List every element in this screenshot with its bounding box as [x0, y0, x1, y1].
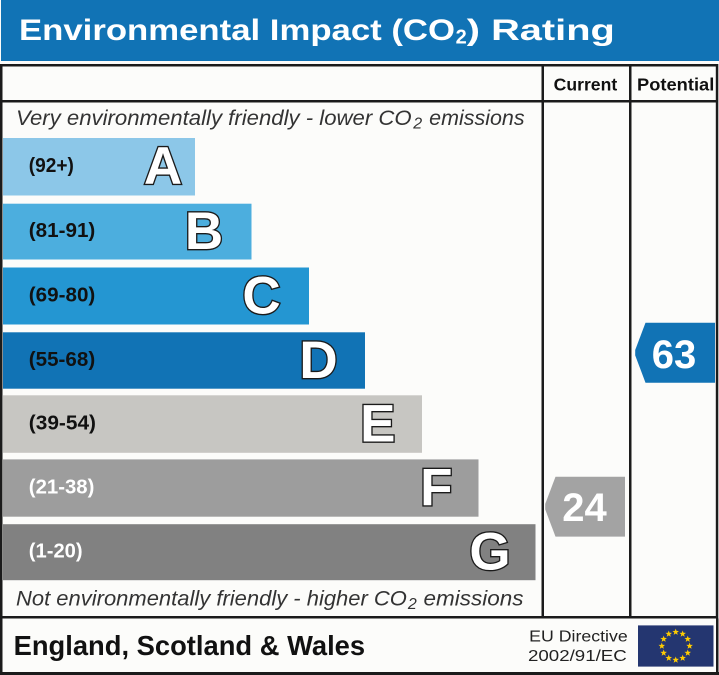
svg-text:24: 24: [562, 486, 607, 530]
svg-text:) Rating: ) Rating: [467, 14, 615, 47]
svg-text:(1-20): (1-20): [29, 541, 83, 563]
svg-text:Very environmentally friendly: Very environmentally friendly - lower CO: [16, 107, 412, 130]
svg-text:Not environmentally friendly -: Not environmentally friendly - higher CO: [16, 588, 407, 611]
svg-text:Environmental Impact (CO: Environmental Impact (CO: [19, 14, 455, 47]
svg-text:2: 2: [412, 116, 422, 133]
svg-text:C: C: [242, 267, 280, 326]
svg-text:(39-54): (39-54): [29, 412, 96, 434]
svg-text:63: 63: [652, 333, 697, 377]
svg-text:(92+): (92+): [29, 155, 74, 177]
svg-text:Potential: Potential: [637, 74, 714, 94]
svg-text:E: E: [360, 395, 395, 454]
svg-text:B: B: [185, 202, 223, 261]
svg-text:(55-68): (55-68): [29, 349, 95, 371]
svg-text:A: A: [144, 137, 182, 196]
svg-text:emissions: emissions: [429, 107, 525, 130]
svg-text:England, Scotland & Wales: England, Scotland & Wales: [14, 630, 366, 661]
svg-text:(21-38): (21-38): [29, 476, 95, 498]
svg-text:D: D: [299, 331, 337, 390]
svg-text:EU Directive: EU Directive: [529, 629, 628, 646]
svg-text:(69-80): (69-80): [29, 284, 96, 306]
svg-text:Current: Current: [554, 74, 618, 94]
svg-text:2: 2: [407, 596, 417, 613]
svg-text:2002/91/EC: 2002/91/EC: [528, 648, 627, 665]
svg-text:emissions: emissions: [424, 588, 525, 611]
svg-text:2: 2: [456, 27, 467, 49]
svg-text:G: G: [469, 523, 510, 582]
svg-text:F: F: [420, 459, 452, 518]
svg-text:(81-91): (81-91): [29, 220, 96, 242]
